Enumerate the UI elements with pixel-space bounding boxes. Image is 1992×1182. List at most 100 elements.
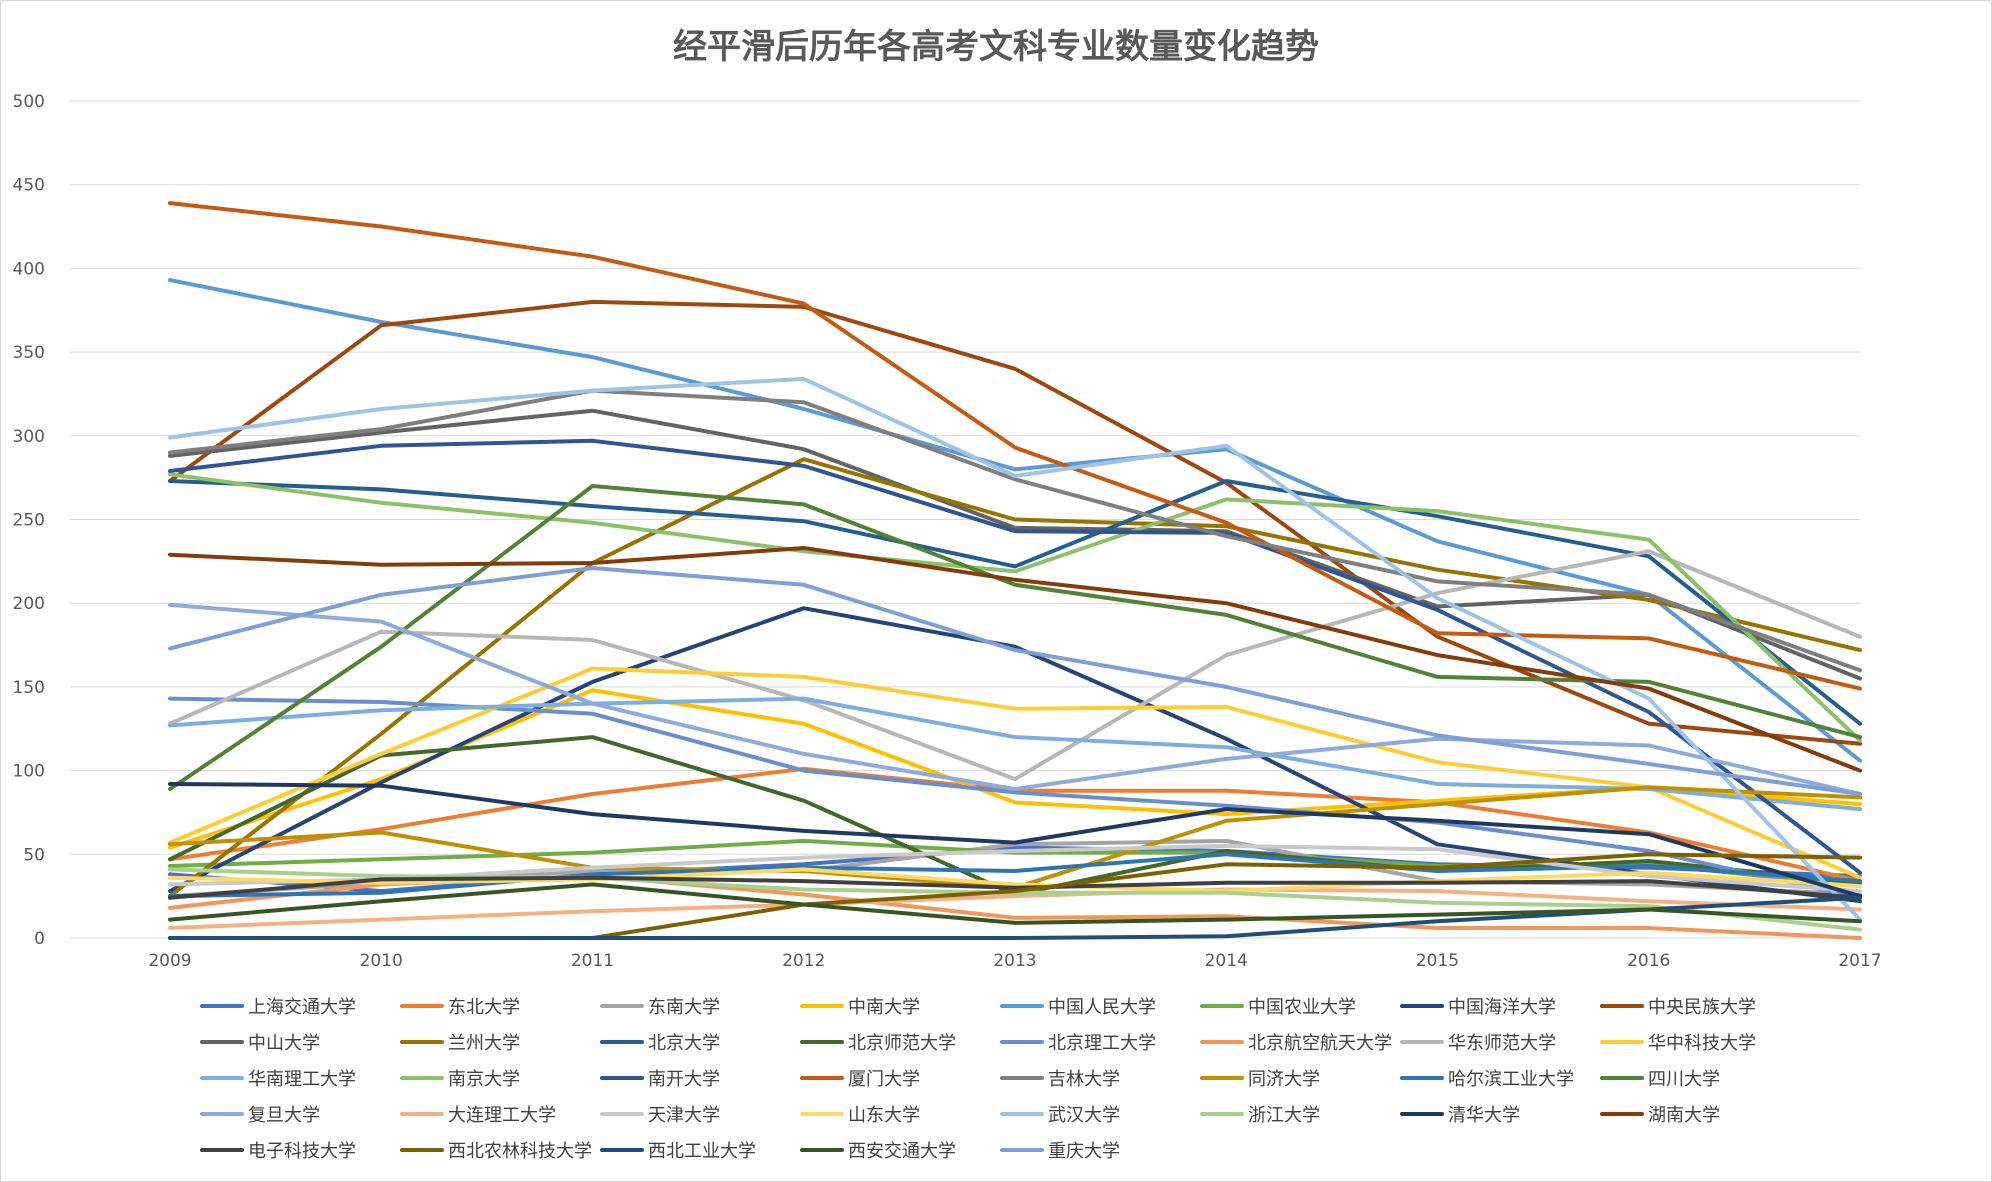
legend: 上海交通大学 东北大学 东南大学 中南大学 中国人民大学 中国农业大学 中国海洋大学 中央民族… [200,997,1756,1162]
legend-label: 中国海洋大学 [1448,997,1556,1018]
legend-item: 哈尔滨工业大学 [1400,1069,1574,1090]
legend-label: 北京航空航天大学 [1248,1033,1392,1054]
legend-label: 复旦大学 [248,1105,320,1126]
series-line-12 [168,696,1862,900]
y-tick-label: 400 [13,259,45,279]
legend-item: 湖南大学 [1600,1105,1720,1126]
legend-label: 上海交通大学 [248,997,356,1018]
series-line-32 [168,875,1862,900]
legend-item: 重庆大学 [1000,1141,1120,1162]
legend-item: 东北大学 [400,997,520,1018]
y-tick-label: 50 [23,845,45,865]
legend-label: 南开大学 [648,1069,720,1090]
legend-label: 北京大学 [648,1033,720,1054]
y-tick-label: 150 [13,678,45,698]
legend-label: 清华大学 [1448,1105,1520,1126]
y-axis: 0 50 100 150 200 250 300 350 400 450 500 [13,92,45,949]
legend-item: 大连理工大学 [400,1105,556,1126]
legend-item: 东南大学 [600,997,720,1018]
x-tick-label: 2013 [993,951,1036,971]
legend-item: 浙江大学 [1200,1105,1320,1126]
legend-label: 北京理工大学 [1048,1033,1156,1054]
x-tick-label: 2012 [782,951,825,971]
series-line-23 [168,484,1862,791]
series-line-19 [168,201,1862,691]
legend-label: 中国农业大学 [1248,997,1356,1018]
legend-item: 复旦大学 [200,1105,320,1126]
legend-item: 中国海洋大学 [1400,997,1556,1018]
y-tick-label: 350 [13,343,45,363]
legend-label: 华中科技大学 [1648,1033,1756,1054]
legend-item: 北京航空航天大学 [1200,1033,1392,1054]
legend-label: 西北工业大学 [648,1141,756,1162]
legend-label: 天津大学 [648,1105,720,1126]
series-line-4 [168,278,1862,763]
legend-item: 厦门大学 [800,1069,920,1090]
legend-label: 中南大学 [848,997,920,1018]
x-tick-label: 2014 [1205,951,1248,971]
legend-label: 山东大学 [848,1105,920,1126]
legend-label: 中国人民大学 [1048,997,1156,1018]
legend-item: 吉林大学 [1000,1069,1120,1090]
legend-label: 兰州大学 [448,1033,520,1054]
legend-label: 华南理工大学 [248,1069,356,1090]
y-tick-label: 0 [34,929,45,949]
y-tick-label: 300 [13,427,45,447]
series-line-30 [168,782,1862,899]
legend-item: 武汉大学 [1000,1105,1120,1126]
series-line-15 [168,666,1862,880]
legend-item: 西安交通大学 [800,1141,956,1162]
grid [70,100,1860,939]
series-line-36 [168,566,1862,796]
legend-label: 哈尔滨工业大学 [1448,1069,1574,1090]
legend-label: 中山大学 [248,1033,320,1054]
legend-label: 北京师范大学 [848,1033,956,1054]
x-tick-label: 2015 [1416,951,1459,971]
series-line-28 [168,376,1862,922]
x-tick-label: 2009 [148,951,191,971]
x-tick-label: 2016 [1627,951,1670,971]
legend-item: 中南大学 [800,997,920,1018]
series-line-35 [168,882,1862,925]
series-line-7 [168,299,1862,746]
legend-item: 中国人民大学 [1000,997,1156,1018]
legend-label: 华东师范大学 [1448,1033,1556,1054]
legend-label: 东南大学 [648,997,720,1018]
legend-item: 中国农业大学 [1200,997,1356,1018]
series-line-31 [168,546,1862,773]
x-tick-label: 2011 [571,951,614,971]
legend-item: 南京大学 [400,1069,520,1090]
series-line-8 [168,408,1862,681]
legend-item: 同济大学 [1200,1069,1320,1090]
series-line-20 [168,388,1862,673]
legend-label: 湖南大学 [1648,1105,1720,1126]
series-line-34 [168,895,1862,940]
y-tick-label: 250 [13,511,45,531]
legend-item: 北京大学 [600,1033,720,1054]
legend-label: 大连理工大学 [448,1105,556,1126]
x-tick-label: 2017 [1838,951,1881,971]
series-line-16 [168,696,1862,812]
legend-label: 同济大学 [1248,1069,1320,1090]
legend-item: 华南理工大学 [200,1069,356,1090]
legend-item: 四川大学 [1600,1069,1720,1090]
series-line-25 [168,887,1862,930]
legend-item: 华中科技大学 [1600,1033,1756,1054]
legend-label: 吉林大学 [1048,1069,1120,1090]
y-tick-label: 500 [13,92,45,112]
series-line-10 [168,479,1862,726]
legend-item: 上海交通大学 [200,997,356,1018]
legend-label: 东北大学 [448,997,520,1018]
legend-item: 华东师范大学 [1400,1033,1556,1054]
series-line-27 [168,867,1862,894]
legend-label: 浙江大学 [1248,1105,1320,1126]
series-line-24 [168,602,1862,796]
legend-item: 北京理工大学 [1000,1033,1156,1054]
y-tick-label: 450 [13,176,45,196]
legend-label: 电子科技大学 [248,1141,356,1162]
legend-item: 天津大学 [600,1105,720,1126]
legend-item: 中央民族大学 [1600,997,1756,1018]
chart-title: 经平滑后历年各高考文科专业数量变化趋势 [673,27,1319,67]
series-line-14 [168,549,1862,781]
